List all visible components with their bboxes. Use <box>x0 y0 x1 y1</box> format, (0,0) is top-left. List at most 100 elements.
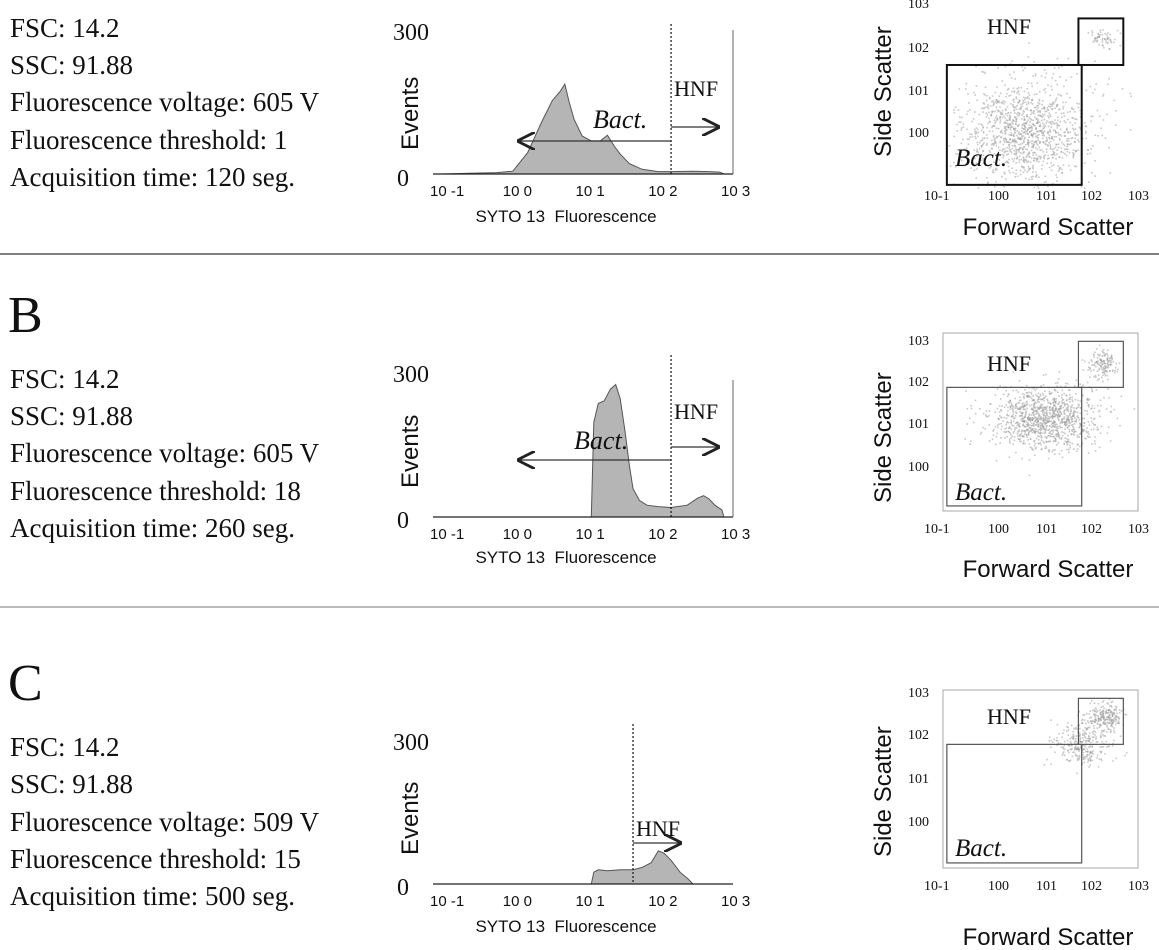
scatter-point <box>1039 123 1042 126</box>
scatter-point <box>1024 429 1027 432</box>
scatter-point <box>955 153 957 155</box>
scatter-point <box>1042 419 1045 422</box>
scatter-point <box>1054 439 1056 442</box>
scatter-point <box>1031 146 1033 148</box>
scatter-point <box>1096 426 1099 428</box>
scatter-point <box>1004 101 1006 103</box>
scatter-point <box>1066 730 1068 732</box>
scatter-point <box>970 167 972 169</box>
scatter-point <box>1091 405 1094 407</box>
scatter-point <box>1034 132 1037 135</box>
scatter-point <box>1110 359 1112 362</box>
scatter-point <box>1084 727 1087 729</box>
scatter-point <box>1072 420 1074 423</box>
scatter-point <box>1101 134 1104 137</box>
scatter-point <box>1032 395 1034 397</box>
scatter-point <box>1031 98 1034 101</box>
scatter-point <box>1108 717 1111 719</box>
scatter-point <box>1116 29 1119 32</box>
scatter-point <box>1058 395 1060 397</box>
scatter-point <box>1014 78 1017 80</box>
scatter-point <box>1036 130 1039 133</box>
scatter-point <box>1016 427 1018 429</box>
scatter-point <box>1055 122 1058 124</box>
scatter-point <box>1041 103 1043 106</box>
scatter-point <box>1039 157 1042 160</box>
scatter-point <box>1070 433 1073 435</box>
scatter-point <box>1092 41 1095 43</box>
scatter-point <box>1074 122 1076 124</box>
scatter-point <box>1016 113 1018 116</box>
scatter-point <box>1097 404 1099 407</box>
scatter-point <box>966 407 969 410</box>
scatter-point <box>996 407 999 410</box>
scatter-point <box>1081 442 1084 445</box>
scatter-point <box>1031 103 1034 105</box>
scatter-point <box>1030 119 1033 121</box>
scatter-point <box>1033 399 1035 401</box>
scatter-point <box>1089 745 1091 748</box>
scatter-point <box>1065 128 1068 131</box>
scatter-point <box>1032 449 1035 451</box>
scatter-point <box>1113 727 1115 729</box>
scatter-point <box>1049 413 1052 415</box>
scatter-point <box>1058 436 1061 438</box>
scatter-point <box>1035 437 1038 440</box>
scatter-point <box>960 127 963 129</box>
scatter-point <box>973 128 976 131</box>
scatter-point <box>1045 136 1048 139</box>
scatter-point <box>1108 718 1110 721</box>
scatter-point <box>1094 731 1097 733</box>
scatter-point <box>1055 408 1057 410</box>
scatter-point <box>1063 401 1065 404</box>
scatter-point <box>994 426 997 428</box>
scatter-point <box>1108 48 1111 50</box>
scatter-point <box>1026 392 1029 394</box>
scatter-point <box>1062 746 1065 748</box>
scatter-point <box>1040 425 1042 427</box>
scatter-point <box>1051 77 1053 79</box>
scatter-point <box>1008 116 1011 119</box>
scatter-point <box>1111 745 1114 747</box>
scatter-point <box>1051 421 1054 424</box>
scatter-point <box>1087 721 1090 724</box>
scatter-point <box>1103 354 1105 357</box>
scatter-point <box>968 102 970 104</box>
x-tick-label: 10 2 <box>648 183 677 200</box>
param-fsc: FSC: 14.2 <box>10 364 120 394</box>
scatter-point <box>1072 427 1075 429</box>
scatter-point <box>958 121 960 123</box>
scatter-point <box>1099 359 1102 362</box>
plot-frame <box>942 332 1139 512</box>
scatter-point <box>1051 407 1053 410</box>
scatter-point <box>1074 137 1077 140</box>
scatter-point <box>1071 755 1074 758</box>
scatter-point <box>1014 116 1016 119</box>
scatter-point <box>960 129 963 131</box>
scatter-point <box>1037 425 1040 428</box>
scatter-point <box>1017 149 1019 151</box>
scatter-point <box>1102 722 1104 724</box>
scatter-point <box>1043 432 1045 434</box>
scatter-point <box>981 159 983 162</box>
scatter-point <box>1028 151 1030 154</box>
scatter-point <box>1002 420 1004 422</box>
scatter-point <box>1063 744 1066 746</box>
scatter-point <box>1033 410 1036 413</box>
scatter-point <box>1015 154 1017 156</box>
scatter-point <box>1036 82 1039 84</box>
param-voltage: Fluorescence voltage: 605 V <box>10 87 320 117</box>
scatter-point <box>1027 434 1030 436</box>
scatter-point <box>1066 382 1069 385</box>
scatter-point <box>1041 132 1044 134</box>
scatter-point <box>1059 108 1061 110</box>
x-tick-label: 10 -1 <box>430 183 464 200</box>
scatter-point <box>1006 92 1008 95</box>
scatter-point <box>1049 137 1051 140</box>
scatter-point <box>1077 149 1079 152</box>
scatter-point <box>977 143 979 146</box>
scatter-point <box>1031 99 1033 102</box>
param-threshold: Fluorescence threshold: 18 <box>10 476 301 506</box>
scatter-point <box>1075 134 1078 137</box>
scatter-point <box>1025 434 1028 437</box>
